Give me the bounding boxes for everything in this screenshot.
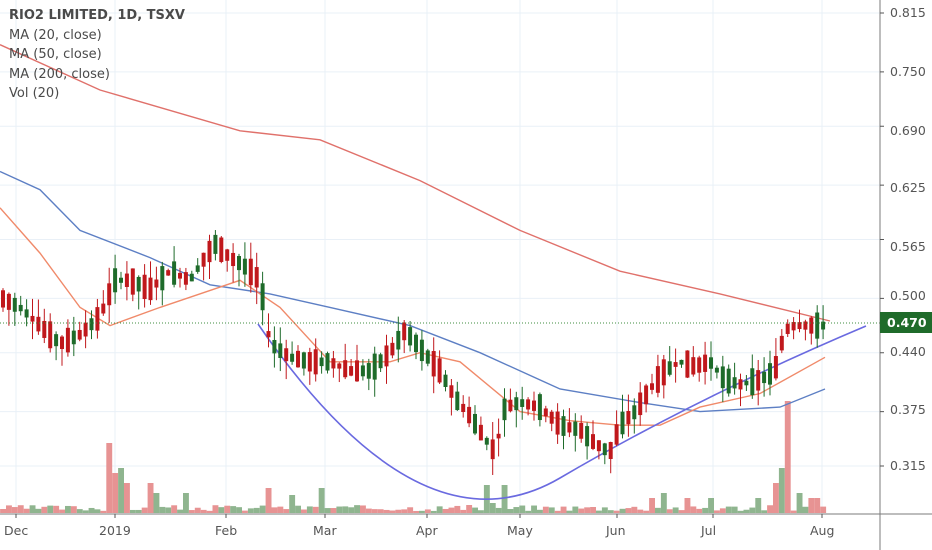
- symbol-title[interactable]: RIO2 LIMITED, 1D, TSXV: [9, 8, 185, 23]
- time-tick: 2019: [99, 523, 131, 538]
- time-tick: Mar: [313, 523, 337, 538]
- time-tick: Jul: [701, 523, 717, 538]
- time-tick: Dec: [4, 523, 29, 538]
- legend-volume[interactable]: Vol (20): [9, 86, 60, 101]
- price-tick: 0.815: [890, 5, 926, 20]
- price-tick: 0.625: [890, 180, 926, 195]
- time-tick: Jun: [606, 523, 626, 538]
- time-tick: May: [507, 523, 533, 538]
- grid-lines: [0, 0, 880, 514]
- axis-ticks: [15, 12, 884, 518]
- time-tick: Aug: [810, 523, 835, 538]
- price-tick: 0.315: [890, 458, 926, 473]
- time-tick: Apr: [416, 523, 438, 538]
- legend-ma200[interactable]: MA (200, close): [9, 66, 110, 82]
- volume-bars: [0, 401, 827, 513]
- time-tick: Feb: [215, 523, 238, 538]
- price-tick: 0.440: [890, 344, 926, 359]
- price-tick: 0.565: [890, 239, 926, 254]
- chart-legend: RIO2 LIMITED, 1D, TSXV MA (20, close) MA…: [9, 6, 185, 104]
- legend-ma20[interactable]: MA (20, close): [9, 27, 102, 43]
- price-tick: 0.750: [890, 64, 926, 79]
- price-tick: 0.690: [890, 123, 926, 138]
- price-tick: 0.375: [890, 402, 926, 417]
- last-price-badge: 0.470: [880, 312, 932, 333]
- candlesticks: [1, 230, 826, 475]
- legend-ma50[interactable]: MA (50, close): [9, 47, 102, 62]
- price-tick: 0.500: [890, 288, 926, 303]
